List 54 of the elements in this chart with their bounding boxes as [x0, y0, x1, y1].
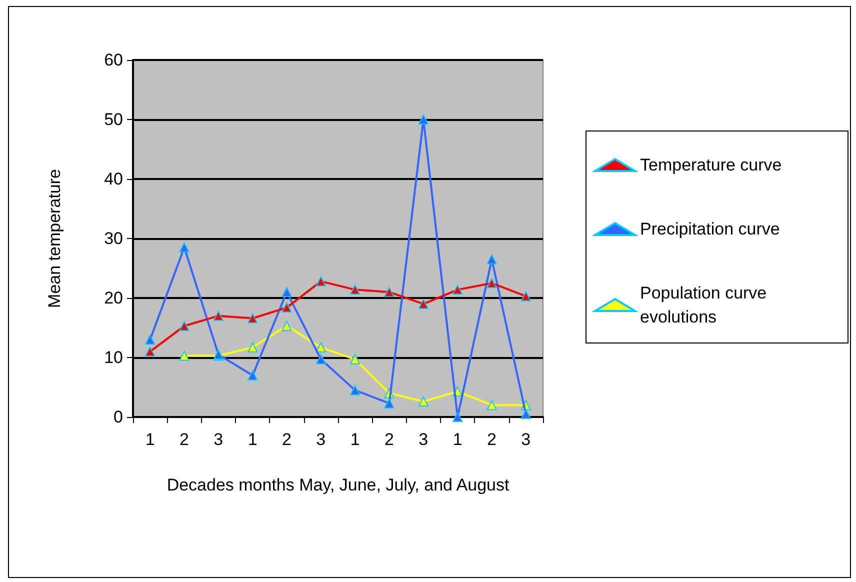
y-tick-label: 0: [114, 408, 123, 426]
point: [213, 310, 224, 321]
x-tick-label: 2: [487, 430, 496, 449]
point: [418, 114, 428, 124]
point: [316, 354, 326, 364]
x-tick-label: 1: [145, 430, 155, 449]
point: [520, 291, 531, 302]
point: [452, 412, 463, 422]
x-tick-label: 3: [316, 430, 326, 449]
y-tick-label: 10: [104, 348, 123, 367]
point: [282, 287, 292, 298]
point: [486, 400, 497, 410]
x-tick-label: 1: [452, 430, 462, 449]
point: [179, 320, 190, 331]
point: [418, 396, 428, 407]
point: [145, 346, 156, 357]
x-axis-title: Decades months May, June, July, and August: [166, 476, 510, 494]
point: [179, 350, 190, 361]
point: [179, 242, 190, 252]
x-tick-label: 1: [248, 430, 258, 449]
y-axis-title: Mean temperature: [45, 169, 64, 308]
x-tick-label: 3: [521, 430, 531, 449]
point: [350, 385, 360, 396]
point: [384, 287, 394, 298]
y-tick-label: 30: [104, 229, 123, 248]
x-tick-label: 3: [214, 430, 224, 449]
y-tick-label: 50: [104, 110, 123, 129]
point: [350, 284, 360, 295]
point: [282, 320, 292, 331]
legend-label: Temperature curve: [640, 156, 782, 174]
x-tick-label: 2: [180, 430, 189, 449]
point: [486, 278, 497, 288]
y-tick-label: 60: [104, 50, 123, 70]
point: [418, 298, 428, 309]
x-tick-label: 3: [418, 430, 428, 449]
legend-label: Precipitation curve: [640, 220, 780, 238]
x-tick-label: 2: [384, 430, 394, 449]
legend-label: Population curve evolutions: [640, 284, 772, 326]
point: [282, 302, 292, 313]
point: [145, 334, 156, 345]
point: [248, 342, 258, 352]
point: [248, 370, 258, 380]
x-tick-label: 1: [350, 430, 360, 449]
y-tick-label: 20: [104, 288, 123, 308]
y-tick-label: 40: [104, 170, 123, 188]
point: [384, 398, 394, 408]
point: [520, 409, 531, 420]
point: [316, 276, 326, 286]
point: [452, 284, 463, 295]
x-tick-label: 2: [282, 430, 292, 449]
point: [248, 313, 258, 324]
point: [486, 254, 497, 264]
point: [316, 342, 326, 352]
point: [350, 354, 360, 364]
